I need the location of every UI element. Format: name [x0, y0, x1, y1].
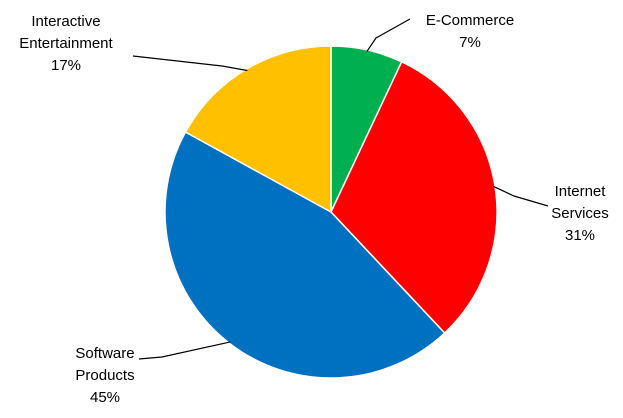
slice-label-software-products: Software Products 45% [75, 345, 134, 406]
pie-slice-software-products [164, 131, 446, 379]
pie-slice-internet-services [330, 60, 498, 335]
leader-line-interactive-entertainment [132, 55, 248, 72]
leader-lines [132, 18, 549, 360]
slice-label-internet-services: Internet Services 31% [551, 183, 609, 244]
leader-line-software-products [138, 341, 231, 360]
slice-label-interactive-entertainment: Interactive Entertainment 17% [19, 13, 113, 74]
leader-line-e-commerce [366, 18, 411, 52]
slice-label-e-commerce: E-Commerce 7% [426, 12, 514, 51]
leader-line-internet-services [493, 185, 549, 207]
pie-slices [164, 45, 498, 379]
pie-slice-interactive-entertainment [184, 45, 332, 214]
slice-labels: E-Commerce 7% Internet Services 31% Software P… [19, 12, 608, 406]
